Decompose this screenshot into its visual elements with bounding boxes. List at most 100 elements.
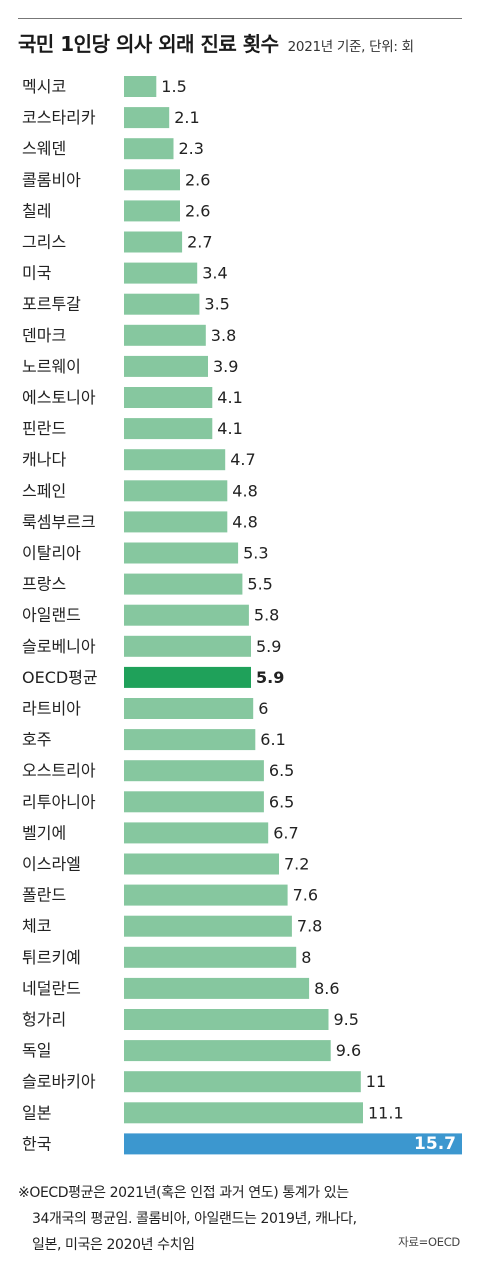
value-label: 2.3 (179, 139, 204, 158)
value-label: 5.9 (256, 668, 284, 687)
bar (124, 977, 310, 999)
top-rule (18, 18, 462, 19)
bar (124, 573, 243, 595)
category-label: 핀란드 (22, 419, 66, 438)
bar (124, 729, 256, 751)
category-label: 노르웨이 (22, 357, 81, 376)
category-label: 에스토니아 (22, 388, 96, 407)
chart-subtitle: 2021년 기준, 단위: 회 (287, 39, 414, 55)
value-label: 6.5 (269, 792, 294, 811)
bar (124, 635, 251, 657)
value-label: 5.9 (256, 637, 281, 656)
value-label: 8 (301, 948, 311, 967)
category-label: 네덜란드 (22, 979, 81, 998)
bar (124, 853, 279, 875)
bar (124, 355, 208, 377)
value-label: 11.1 (368, 1103, 404, 1122)
footnote-line-2: 34개국의 평균임. 콜롬비아, 아일랜드는 2019년, 캐나다, (32, 1211, 357, 1227)
bar (124, 946, 297, 968)
category-label: 미국 (22, 264, 51, 283)
value-label: 4.1 (217, 419, 242, 438)
bar (124, 262, 198, 284)
value-label: 2.1 (174, 108, 199, 127)
bar (124, 1040, 331, 1062)
value-label: 5.8 (254, 606, 279, 625)
value-label: 3.4 (202, 264, 227, 283)
bar (124, 76, 157, 97)
category-label: 슬로바키아 (22, 1072, 96, 1091)
value-label: 4.1 (217, 388, 242, 407)
category-label: 룩셈부르크 (22, 512, 96, 531)
footnote: ※OECD평균은 2021년(혹은 인접 과거 연도) 통계가 있는 34개국의… (18, 1180, 458, 1258)
category-label: 그리스 (22, 233, 66, 252)
bar (124, 884, 288, 906)
value-label: 7.8 (297, 917, 322, 936)
bar (124, 791, 264, 813)
category-label: 멕시코 (22, 77, 66, 96)
bar (124, 107, 170, 129)
value-label: 2.6 (185, 170, 210, 189)
value-label: 4.8 (232, 512, 257, 531)
bar-chart: 멕시코 1.5 코스타리카 2.1 스웨덴 2.3 콜롬비아 2.6 칠레 2.6 그리스 2.7 미국… (22, 76, 462, 1155)
bar (124, 760, 264, 782)
category-label: 호주 (22, 730, 51, 749)
bar (124, 698, 254, 719)
bar (124, 418, 213, 440)
bar (124, 1102, 363, 1124)
category-label: 독일 (22, 1041, 51, 1060)
value-label: 5.5 (247, 575, 272, 594)
category-label: 칠레 (22, 201, 51, 220)
category-label: 체코 (22, 917, 51, 936)
bar (124, 293, 200, 315)
category-label: 슬로베니아 (22, 637, 96, 656)
title-row: 국민 1인당 의사 외래 진료 횟수 2021년 기준, 단위: 회 (18, 28, 414, 57)
bar (124, 480, 228, 502)
bar (124, 169, 180, 191)
bar (124, 511, 228, 533)
value-label: 2.6 (185, 201, 210, 220)
category-label: 튀르키예 (22, 948, 81, 967)
value-label: 3.9 (213, 357, 238, 376)
value-label: 4.7 (230, 450, 255, 469)
category-label: 캐나다 (22, 450, 66, 469)
category-label: 리투아니아 (22, 792, 96, 811)
bar (124, 1071, 361, 1093)
value-label: 5.3 (243, 544, 268, 563)
value-label: 11 (366, 1072, 386, 1091)
bar (124, 542, 239, 564)
bar-average (124, 666, 251, 688)
category-label: 벨기에 (22, 823, 66, 842)
chart-title: 국민 1인당 의사 외래 진료 횟수 (18, 32, 279, 56)
value-label: 7.2 (284, 855, 309, 874)
category-label: 콜롬비아 (22, 170, 81, 189)
value-label: 2.7 (187, 233, 212, 252)
bar (124, 1009, 329, 1030)
category-label: 오스트리아 (22, 761, 96, 780)
category-label: 한국 (22, 1134, 51, 1153)
category-label: 라트비아 (22, 699, 81, 718)
bar-korea (124, 1133, 462, 1155)
value-label: 7.6 (293, 886, 318, 905)
value-label: 6.1 (260, 730, 285, 749)
category-label: 헝가리 (22, 1010, 66, 1029)
value-label: 6.7 (273, 823, 298, 842)
category-label: 일본 (22, 1103, 51, 1122)
category-label: 이탈리아 (22, 544, 81, 563)
bar (124, 604, 249, 626)
value-label: 15.7 (414, 1134, 456, 1154)
value-label: 9.6 (336, 1041, 361, 1060)
category-label: OECD평균 (22, 668, 98, 687)
bar (124, 138, 174, 160)
value-label: 8.6 (314, 979, 339, 998)
category-label: 포르투갈 (22, 295, 81, 314)
bar (124, 915, 292, 937)
bar (124, 387, 213, 408)
bar (124, 200, 180, 222)
bar (124, 449, 226, 471)
value-label: 6.5 (269, 761, 294, 780)
bar (124, 822, 269, 844)
value-label: 3.8 (211, 326, 236, 345)
value-label: 1.5 (161, 77, 186, 96)
category-label: 이스라엘 (22, 855, 81, 874)
category-label: 프랑스 (22, 575, 66, 594)
